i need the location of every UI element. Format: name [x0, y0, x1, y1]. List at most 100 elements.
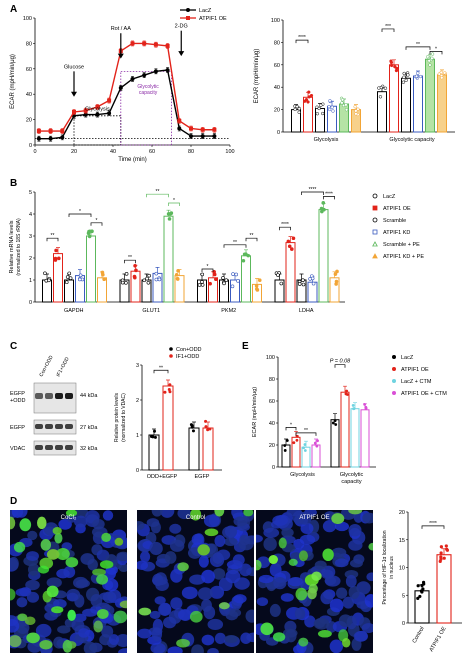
gfp-cell — [40, 539, 52, 551]
nucleus — [212, 568, 226, 580]
b-bar-0-0-point — [44, 278, 49, 283]
e-sig1-significance: * — [290, 422, 292, 428]
c-bar-0-0-point — [152, 429, 156, 433]
a-line-x-tick-label: 40 — [110, 149, 116, 155]
nucleus — [336, 587, 348, 599]
nucleus — [334, 521, 350, 532]
gfp-cell — [19, 518, 32, 532]
b-sig-pkm2-bracket — [223, 244, 247, 248]
a-series-0-point — [212, 134, 217, 139]
a-series-0-point — [60, 135, 65, 140]
b-legend-marker — [372, 253, 378, 259]
a-series-0-point — [118, 85, 123, 90]
e-legend-marker — [392, 367, 396, 371]
b-bar-3-3 — [307, 281, 318, 303]
b-legend-marker — [372, 205, 378, 211]
d-bar-0-point — [416, 596, 420, 600]
a-bar-1-4-point — [427, 59, 431, 63]
a-rot-label: Rot / AA — [111, 26, 132, 32]
b-sig-ldha2-significance: **** — [309, 187, 317, 193]
b-bar-1-1-point — [132, 274, 137, 279]
c-bar-1-1 — [202, 427, 214, 471]
a-legend-marker — [186, 8, 190, 12]
nucleus — [63, 566, 76, 578]
b-bar-3-1-point — [291, 236, 296, 241]
a-2dg-arrowhead — [178, 51, 185, 57]
c-bar-0-1-point — [163, 390, 167, 394]
a-series-1-point — [107, 98, 112, 103]
e-bar-0-0 — [281, 444, 291, 468]
nucleus — [28, 563, 40, 576]
e-legend-label: ATPIF1 OE — [401, 367, 429, 373]
gfp-cell — [10, 588, 16, 601]
a-series-0-point — [142, 73, 147, 78]
gfp-cell — [189, 610, 203, 623]
a-bar-0-1-point — [306, 100, 310, 104]
b-bar-1-0-point — [124, 281, 128, 285]
nucleus — [16, 621, 30, 634]
a-bar-1-2-point — [406, 73, 410, 77]
b-bar-0-4 — [86, 235, 96, 303]
b-legend-label: ATPIF1 KD — [383, 230, 410, 236]
gfp-cell — [368, 542, 373, 551]
a-bar-1-0 — [377, 91, 387, 133]
micrograph-title: Control — [186, 515, 205, 521]
b-legend-label: LacZ — [383, 194, 396, 200]
nucleus — [280, 593, 294, 602]
nucleus — [225, 569, 241, 584]
nucleus — [73, 576, 89, 589]
b-category-label: LDHA — [299, 308, 314, 314]
panel-d: D CoCl₂ Control ATPIF1 OE 05101520Percenta… — [10, 496, 462, 653]
nucleus — [160, 510, 175, 518]
gfp-cell — [65, 557, 79, 568]
micrograph-2 — [256, 510, 373, 653]
nucleus — [256, 597, 269, 606]
a-bar-1-3 — [413, 75, 423, 133]
b-bar-0-4-point — [90, 229, 94, 234]
nucleus — [46, 577, 62, 588]
nucleus — [321, 565, 336, 579]
nucleus — [214, 632, 226, 645]
nucleus — [26, 551, 39, 562]
nucleus — [207, 648, 219, 653]
e-category-label-2: capacity — [341, 479, 361, 485]
e-bar-1-1-point — [346, 393, 349, 396]
b-bar-3-2-point — [301, 282, 306, 287]
e-y-label: ECAR (mpH/min/μg) — [252, 387, 258, 437]
gfp-cell — [99, 560, 114, 569]
e-y-tick-label: 0 — [272, 465, 275, 471]
nucleus — [26, 591, 40, 603]
b-bar-2-1-point — [212, 272, 217, 277]
e-bar-0-3-point — [313, 441, 317, 445]
a-series-0-point — [83, 112, 88, 117]
a-line-x-tick-label: 0 — [33, 149, 36, 155]
c-legend-marker — [169, 354, 173, 358]
a-bar-1-3-point — [414, 74, 419, 78]
gfp-cell — [119, 600, 127, 609]
c-bar-0-0-point — [149, 434, 153, 438]
c-bar-0-1-point — [167, 387, 171, 391]
c-y-label: Relative protein levels — [114, 393, 120, 442]
nucleus — [294, 607, 306, 620]
a-bar-0-4-point — [340, 98, 345, 102]
a-bar-0-0-point — [293, 107, 297, 112]
e-bar-0-1-point — [295, 434, 299, 438]
blot-band — [55, 445, 63, 450]
b-sig-ldha1-significance: **** — [281, 222, 289, 228]
a-series-0-point — [153, 69, 158, 74]
a-series-1-point — [153, 42, 158, 47]
nucleus — [90, 593, 103, 608]
b-bar-3-1-point — [287, 244, 292, 249]
panel-b: B 0 1 2 3 4 5 Relative mRNA levels (normalized … — [9, 178, 424, 314]
gfp-cell — [298, 637, 309, 647]
b-sig-glut3-significance: * — [173, 198, 175, 204]
a-line-x-tick-label: 100 — [225, 149, 234, 155]
b-bar-2-5-point — [257, 278, 262, 283]
a-series-0-point — [130, 76, 135, 81]
nucleus — [118, 648, 127, 653]
nucleus — [170, 568, 183, 583]
a-series-1-point — [95, 104, 100, 109]
a-bar-1-0-point — [377, 86, 381, 90]
gfp-cell — [260, 622, 274, 636]
gfp-cell — [39, 639, 53, 650]
